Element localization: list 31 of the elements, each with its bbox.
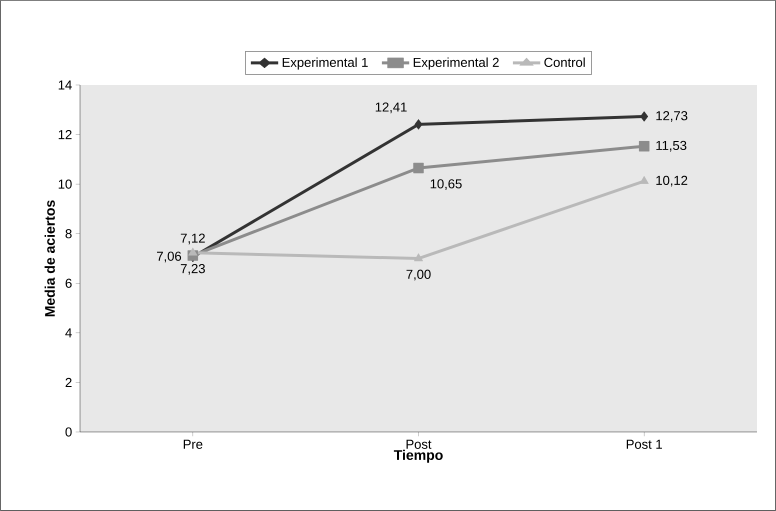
x-tick-label: Post [406, 440, 432, 449]
y-tick-label: 6 [66, 278, 72, 288]
data-label: 12,73 [656, 111, 688, 122]
data-label: 11,53 [656, 140, 686, 152]
y-tick-label: 0 [65, 427, 72, 437]
data-label: 7,23 [180, 264, 205, 275]
point [638, 140, 650, 152]
legend-label: Experimental 2 [414, 57, 499, 70]
y-axis-title: Media de aciertos [44, 200, 55, 316]
data-label: 7,12 [180, 234, 205, 244]
x-axis-title: Tiempo [394, 450, 443, 463]
point [640, 111, 648, 122]
data-label: 10,65 [430, 179, 462, 190]
y-tick-label: 2 [66, 378, 72, 387]
point [414, 119, 423, 130]
point [188, 248, 198, 256]
x-tick-label: Post 1 [626, 440, 662, 449]
data-label: 7,06 [157, 252, 182, 262]
point [414, 253, 424, 262]
point [413, 162, 424, 174]
data-label: 7,00 [406, 270, 431, 280]
y-tick-label: 12 [58, 130, 72, 140]
x-tick-label: Pre [184, 440, 202, 449]
y-tick-label: 4 [65, 328, 72, 338]
legend-label: Control [544, 57, 585, 68]
data-label: 12,41 [376, 102, 407, 114]
y-tick-label: 8 [66, 229, 72, 238]
y-tick-label: 10 [58, 180, 72, 189]
legend-label: Experimental 1 [282, 57, 368, 70]
data-label: 10,12 [656, 176, 688, 187]
y-tick-label: 14 [58, 80, 72, 90]
